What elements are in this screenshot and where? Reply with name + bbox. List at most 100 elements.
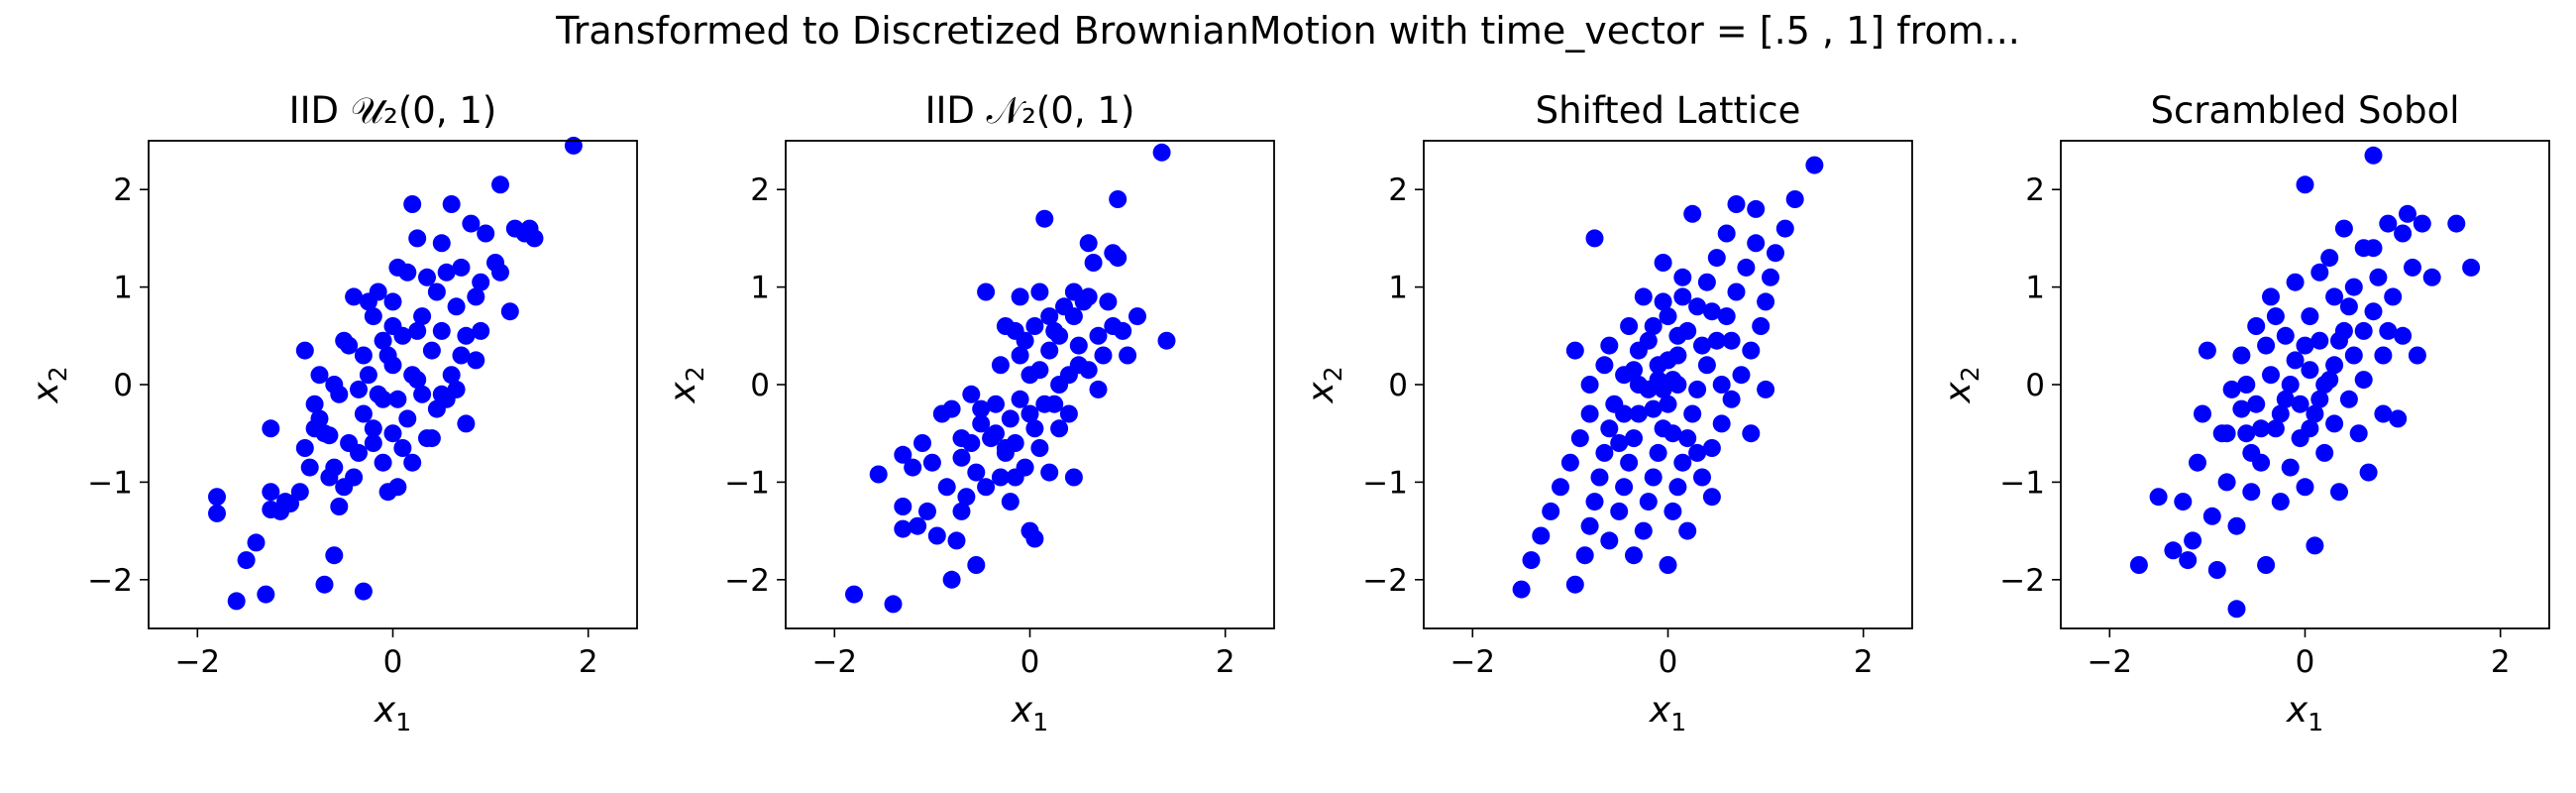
data-point [1757,292,1775,311]
data-point [359,366,377,385]
data-point [996,439,1015,457]
y-tick-label: 0 [2025,368,2045,403]
data-point [2227,600,2246,619]
subplot-1: −2 0 2 −2 −1 0 1 2 IID 𝒰₂(0, 1) x1 x2 [26,89,638,736]
y-tick-label: 0 [113,368,133,403]
data-point [2222,380,2241,398]
axes-frame [148,140,638,629]
data-point [1580,516,1599,535]
data-point [437,263,456,282]
y-tick-label: −2 [1999,563,2045,599]
data-point [2247,317,2266,335]
y-tick-label: 0 [750,368,770,403]
data-point [442,366,461,385]
data-point [1678,429,1697,448]
data-point [2271,493,2290,511]
data-point [952,448,971,467]
data-point [1639,331,1658,350]
data-point [1590,468,1609,487]
data-point [467,287,485,306]
data-point [383,292,402,311]
data-point [354,404,373,423]
data-point [1532,526,1551,545]
data-point [2184,531,2202,550]
axes-frame [785,140,1275,629]
data-point [1099,292,1118,311]
data-point [1069,336,1088,355]
data-point [1020,404,1039,423]
data-point [315,575,334,594]
data-point [1717,307,1736,326]
data-point [884,595,903,614]
data-point [1600,419,1619,438]
data-point [325,546,344,565]
data-point [237,551,256,570]
data-point [383,356,402,375]
data-point [2379,214,2398,233]
data-point [467,351,485,370]
data-point [345,287,364,306]
data-point [894,445,912,464]
data-point [1059,404,1078,423]
data-point [408,229,427,248]
data-point [1040,463,1059,482]
data-point [2339,390,2358,408]
data-point [1011,346,1029,365]
data-point [2189,453,2206,472]
data-point [1702,439,1721,457]
data-point [457,414,476,433]
data-point [972,414,991,433]
data-point [2276,326,2295,345]
subplot-4: −2 0 2 −2 −1 0 1 2 Scrambled Sobol x1 x2 [1938,89,2550,736]
data-point [952,502,971,520]
y-axis-label: x2 [1301,366,1347,403]
data-point [1673,453,1692,472]
data-point [1040,307,1059,326]
data-point [447,380,466,398]
data-point [472,321,490,340]
data-point [2344,278,2363,296]
x-tick-label: 2 [2491,644,2511,680]
data-point [2198,341,2216,360]
y-tick-label: −2 [87,563,133,599]
data-point [432,234,451,253]
data-point [1089,326,1108,345]
data-point [369,283,387,301]
data-point [2237,376,2256,394]
data-point [388,478,407,497]
data-point [2257,336,2276,355]
data-point [1030,283,1049,301]
data-point [383,317,402,335]
x-tick-label: −2 [2087,644,2132,680]
data-point [2354,371,2373,390]
data-point [2281,458,2300,477]
data-point [1050,419,1069,438]
data-point [962,385,981,403]
data-point [340,336,359,355]
data-point [1542,502,1560,520]
data-point [1069,356,1088,375]
subplot-panels: −2 0 2 −2 −1 0 1 2 IID 𝒰₂(0, 1) x1 x2 −2 0 2 −2 −1 0 1 2 II… [26,89,2550,736]
data-point [2315,376,2334,394]
data-point [388,390,407,408]
data-point [2164,541,2183,560]
data-point [1659,395,1677,413]
data-point [937,478,956,497]
data-point [1629,404,1648,423]
data-point [1785,190,1804,208]
data-point [1580,376,1599,394]
x-tick-label: −2 [1449,644,1495,680]
data-point [281,495,299,512]
subplot-title: Shifted Lattice [1536,89,1801,132]
subplot-title: IID 𝒩₂(0, 1) [925,89,1135,132]
data-point [2394,326,2413,345]
data-point [1737,258,1756,277]
data-point [383,424,402,443]
data-point [374,331,392,350]
data-point [1702,302,1721,321]
data-point [1742,424,1761,443]
axes-frame [2060,140,2550,629]
data-point [262,483,280,502]
x-axis-label: x1 [1011,690,1048,736]
